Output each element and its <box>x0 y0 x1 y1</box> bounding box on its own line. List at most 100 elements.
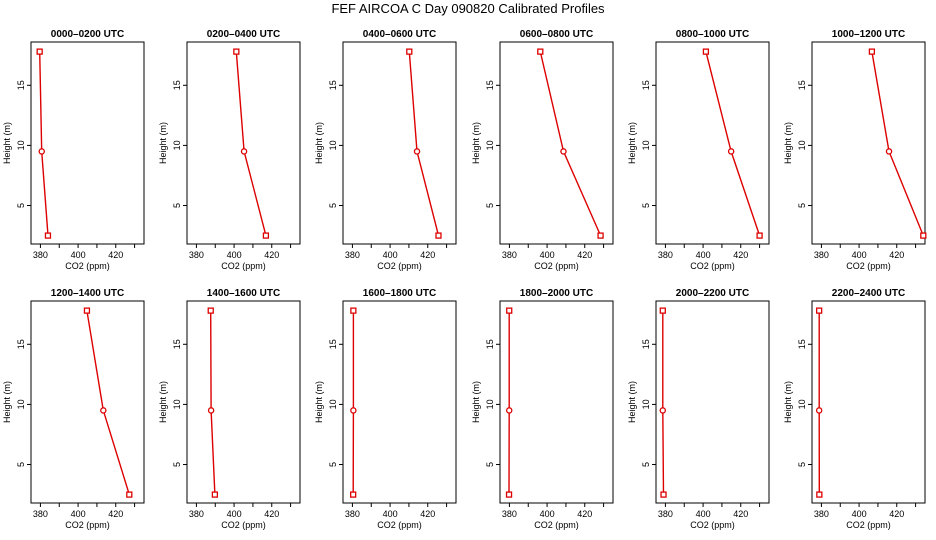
x-tick-label: 420 <box>889 509 904 519</box>
x-axis-label: CO2 (ppm) <box>377 261 422 271</box>
y-axis-label: Height (m) <box>627 381 637 423</box>
profile-line <box>662 310 665 495</box>
y-tick-label: 5 <box>328 462 338 467</box>
x-tick-label: 420 <box>108 250 123 260</box>
x-tick-label: 400 <box>540 509 555 519</box>
y-tick-label: 15 <box>797 80 807 90</box>
x-tick-label: 420 <box>733 509 748 519</box>
x-tick-label: 400 <box>852 509 867 519</box>
data-point <box>38 148 45 155</box>
data-point <box>207 307 214 314</box>
y-tick-label: 5 <box>172 462 182 467</box>
data-point <box>659 307 666 314</box>
data-point <box>435 232 442 239</box>
panel-title: 2000–2200 UTC <box>676 288 749 299</box>
data-point <box>211 491 219 498</box>
y-tick-label: 15 <box>172 339 182 349</box>
y-tick-label: 5 <box>485 462 495 467</box>
data-point <box>885 148 893 155</box>
x-tick-label: 400 <box>227 509 242 519</box>
y-axis-label: Height (m) <box>158 381 168 423</box>
y-axis-label: Height (m) <box>471 122 481 164</box>
x-axis-label: CO2 (ppm) <box>65 520 110 530</box>
y-tick-label: 10 <box>16 399 26 409</box>
x-tick-label: 400 <box>227 250 242 260</box>
x-tick-label: 420 <box>420 509 435 519</box>
panel-title: 2200–2400 UTC <box>832 288 905 299</box>
profile-line <box>86 310 130 495</box>
x-tick-label: 400 <box>71 509 86 519</box>
x-tick-label: 380 <box>33 509 48 519</box>
profile-line <box>705 51 761 236</box>
panel-title: 0600–0800 UTC <box>520 29 593 40</box>
y-tick-label: 15 <box>16 339 26 349</box>
y-tick-label: 5 <box>485 203 495 208</box>
y-tick-label: 15 <box>485 339 495 349</box>
x-tick-label: 380 <box>345 250 360 260</box>
y-tick-label: 10 <box>172 399 182 409</box>
data-point <box>233 48 240 55</box>
profile-line <box>871 51 924 236</box>
data-point <box>350 307 357 314</box>
x-tick-label: 420 <box>889 250 904 260</box>
x-tick-label: 400 <box>383 250 398 260</box>
profile-line <box>39 51 49 236</box>
y-axis-label: Height (m) <box>471 381 481 423</box>
data-point <box>44 232 52 239</box>
x-tick-label: 380 <box>33 250 48 260</box>
plot-frame <box>499 300 614 504</box>
y-tick-label: 15 <box>16 80 26 90</box>
data-point <box>868 48 876 55</box>
data-point <box>506 307 513 314</box>
y-tick-label: 10 <box>16 140 26 150</box>
panel-title: 0200–0400 UTC <box>207 29 280 40</box>
data-point <box>413 148 421 155</box>
x-tick-label: 420 <box>108 509 123 519</box>
y-tick-label: 5 <box>16 462 26 467</box>
y-tick-label: 10 <box>797 140 807 150</box>
plot-frame <box>342 41 457 245</box>
panel-title: 1800–2000 UTC <box>520 288 593 299</box>
x-tick-label: 380 <box>345 509 360 519</box>
data-point <box>406 48 413 55</box>
plot-frame <box>342 300 457 504</box>
x-tick-label: 380 <box>502 509 517 519</box>
y-tick-label: 10 <box>172 140 182 150</box>
panel-title: 1400–1600 UTC <box>207 288 280 299</box>
data-point <box>505 407 513 414</box>
x-tick-label: 380 <box>189 250 204 260</box>
x-tick-label: 400 <box>71 250 86 260</box>
y-axis-label: Height (m) <box>627 122 637 164</box>
data-point <box>100 407 107 414</box>
plot-frame <box>186 300 301 504</box>
data-point <box>756 232 763 239</box>
y-axis-label: Height (m) <box>783 381 793 423</box>
y-tick-label: 15 <box>328 80 338 90</box>
data-point <box>240 148 248 155</box>
x-tick-label: 400 <box>540 250 555 260</box>
x-tick-label: 380 <box>502 250 517 260</box>
data-point <box>597 232 604 239</box>
data-point <box>350 407 357 414</box>
y-tick-label: 15 <box>641 339 651 349</box>
y-tick-label: 10 <box>485 399 495 409</box>
x-tick-label: 380 <box>814 250 829 260</box>
x-tick-label: 380 <box>658 509 673 519</box>
plot-frame <box>30 300 145 504</box>
data-point <box>36 48 43 55</box>
data-point <box>505 491 513 498</box>
profile-line <box>408 51 440 236</box>
x-axis-label: CO2 (ppm) <box>534 520 579 530</box>
y-axis-label: Height (m) <box>2 381 12 423</box>
panel-title: 1600–1800 UTC <box>363 288 436 299</box>
y-tick-label: 5 <box>797 462 807 467</box>
data-point <box>816 307 823 314</box>
panel-title: 0800–1000 UTC <box>676 29 749 40</box>
data-point <box>920 232 927 239</box>
y-axis-label: Height (m) <box>314 381 324 423</box>
plot-frame <box>499 41 614 245</box>
plot-frame <box>655 41 770 245</box>
y-tick-label: 15 <box>797 339 807 349</box>
y-tick-label: 5 <box>641 203 651 208</box>
